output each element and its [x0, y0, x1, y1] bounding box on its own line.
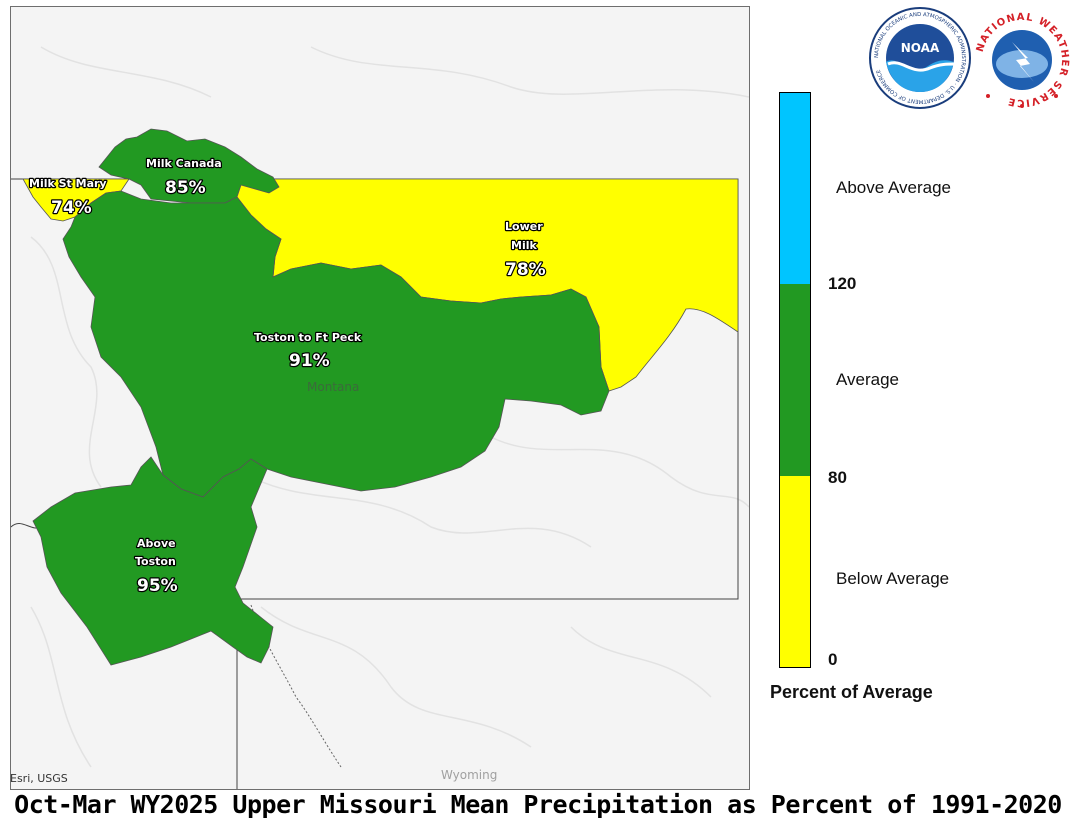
legend-title: Percent of Average [770, 682, 933, 702]
noaa-logo: NATIONAL OCEANIC AND ATMOSPHERIC ADMINIS… [869, 7, 971, 109]
legend-label-average: Average [836, 370, 900, 389]
legend-swatch-below-average [780, 476, 810, 667]
state-label-wyoming: Wyoming [441, 768, 497, 782]
basin-name-above-toston-line2: Toston [135, 555, 176, 568]
basin-percent-above-toston: 95% [137, 576, 178, 596]
basin-milk-canada[interactable] [98, 128, 280, 204]
legend-label-above-average: Above Average [836, 178, 951, 197]
basin-name-toston-ft-peck: Toston to Ft Peck [254, 331, 362, 344]
terrain-shading [30, 46, 749, 768]
montana-southern-border [237, 332, 739, 600]
state-label-montana: Montana [307, 380, 359, 394]
basin-toston-ft-peck[interactable] [62, 190, 610, 498]
basin-above-toston[interactable] [32, 456, 274, 666]
basin-percent-milk-st-mary: 74% [51, 198, 92, 218]
page-title: Oct-Mar WY2025 Upper Missouri Mean Preci… [14, 790, 1062, 819]
basin-name-lower-milk-line1: Lower [505, 220, 543, 233]
basin-percent-toston-ft-peck: 91% [289, 351, 330, 371]
legend-swatch-average [780, 284, 810, 476]
basin-name-milk-st-mary: Milk St Mary [29, 177, 107, 190]
basin-map: Montana Wyoming Milk St Mary 74% Milk Ca… [11, 46, 749, 789]
basin-name-lower-milk-line2: Milk [511, 239, 537, 252]
legend-color-bar [779, 92, 811, 668]
legend-break-0: 0 [828, 650, 838, 669]
basin-name-milk-canada: Milk Canada [146, 157, 222, 170]
map-credit: Esri, USGS [10, 772, 68, 785]
legend-break-120: 120 [828, 274, 857, 293]
nws-logo: NATIONAL WEATHER SERVICE [974, 12, 1070, 108]
legend-break-80: 80 [828, 468, 847, 487]
noaa-logo-text: NOAA [901, 41, 940, 55]
legend-swatch-above-average [780, 93, 810, 284]
basin-percent-lower-milk: 78% [505, 260, 546, 280]
basin-percent-milk-canada: 85% [165, 178, 206, 198]
legend-label-below-average: Below Average [836, 569, 950, 588]
basin-name-above-toston-line1: Above [137, 537, 176, 550]
map-frame[interactable]: Montana Wyoming Milk St Mary 74% Milk Ca… [10, 6, 750, 790]
